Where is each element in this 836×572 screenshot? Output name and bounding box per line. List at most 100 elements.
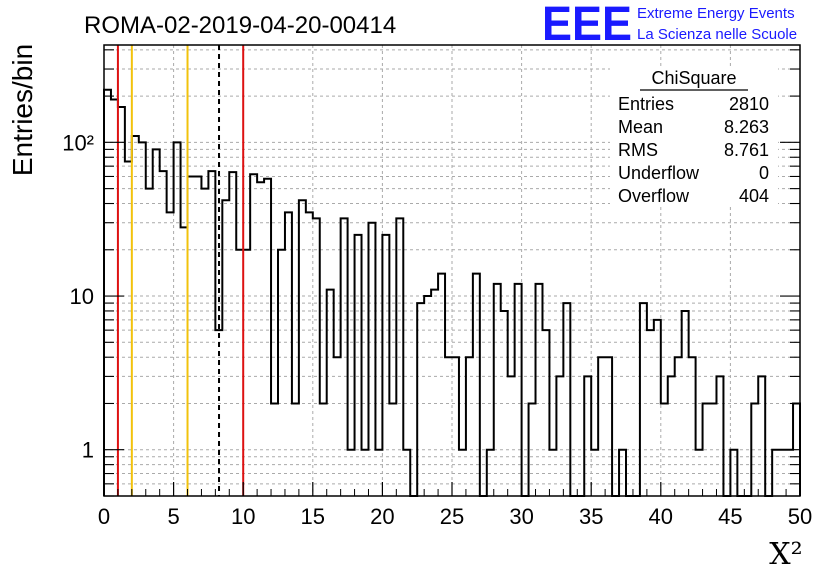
stats-value: 404: [739, 186, 769, 206]
x-tick-label: 30: [509, 504, 533, 529]
histogram-bin: [417, 303, 424, 496]
stats-value: 8.263: [724, 117, 769, 137]
histogram-bin: [285, 212, 292, 496]
histogram-bin: [619, 450, 626, 496]
x-axis-label: X²: [769, 537, 802, 572]
histogram-bin: [487, 450, 494, 496]
x-tick-label: 45: [718, 504, 742, 529]
histogram-bin: [675, 357, 682, 496]
histogram-bin: [515, 284, 522, 496]
histogram-bin: [431, 290, 438, 496]
stats-title: ChiSquare: [651, 68, 736, 88]
stats-value: 8.761: [724, 140, 769, 160]
stats-background: [610, 66, 778, 206]
histogram-bin: [181, 227, 188, 496]
histogram-series: [103, 88, 801, 497]
histogram-bin: [236, 250, 243, 496]
histogram-bin: [661, 403, 668, 496]
logo-mark: EEE: [542, 0, 632, 51]
histogram-bin: [243, 250, 250, 496]
histogram-bin: [591, 450, 598, 496]
histogram-bin: [459, 450, 466, 496]
histogram-bin: [341, 218, 348, 496]
histogram-bin: [710, 403, 717, 496]
histogram-bin: [348, 450, 355, 496]
stats-label: Entries: [618, 94, 674, 114]
histogram-bin: [452, 357, 459, 496]
histogram-bin: [445, 357, 452, 496]
histogram-bin: [508, 376, 515, 496]
histogram-bin: [654, 320, 661, 496]
histogram-bin: [292, 403, 299, 496]
x-tick-label: 35: [579, 504, 603, 529]
histogram-bin: [584, 376, 591, 496]
histogram-bin: [201, 189, 208, 496]
histogram-bin: [696, 450, 703, 496]
histogram-bin: [167, 212, 174, 496]
histogram-bin: [334, 357, 341, 496]
histogram-bin: [682, 311, 689, 496]
histogram-bin: [368, 223, 375, 496]
histogram-bin: [703, 403, 710, 496]
marker-lines: [116, 45, 245, 496]
histogram-bin: [146, 189, 153, 496]
y-tick-label: 10²: [62, 130, 94, 155]
histogram-bin: [403, 450, 410, 496]
x-tick-label: 25: [440, 504, 464, 529]
histogram-bin: [194, 176, 201, 496]
histogram-bin: [438, 274, 445, 496]
histogram-bin: [542, 330, 549, 496]
histogram-bin: [139, 142, 146, 496]
stats-label: RMS: [618, 140, 658, 160]
histogram-outline: [103, 88, 801, 497]
histogram-bin: [125, 162, 132, 496]
logo-line-1: Extreme Energy Events: [637, 5, 795, 22]
histogram-bin: [299, 200, 306, 496]
histogram-bin: [278, 250, 285, 496]
histogram-bin: [751, 403, 758, 496]
histogram-bin: [188, 176, 195, 496]
x-tick-label: 5: [167, 504, 179, 529]
histogram-bin: [716, 376, 723, 496]
histogram-bin: [327, 290, 334, 496]
chart-title: ROMA-02-2019-04-20-00414: [84, 12, 396, 39]
histogram-bin: [494, 284, 501, 496]
histogram-bin: [264, 179, 271, 496]
histogram-bin: [556, 376, 563, 496]
histogram-bin: [563, 303, 570, 496]
histogram-bin: [389, 403, 396, 496]
histogram-bin: [375, 450, 382, 496]
histogram-bin: [229, 172, 236, 496]
stats-label: Mean: [618, 117, 663, 137]
stats-rows: Entries 2810 Mean 8.263 RMS 8.761 Underflow 0 Ov…: [618, 94, 769, 206]
y-tick-label: 1: [82, 438, 94, 463]
histogram-bin: [536, 284, 543, 496]
histogram-bin: [153, 149, 160, 496]
histogram-bin: [647, 330, 654, 496]
histogram-bin: [160, 171, 167, 496]
histogram-bin: [668, 376, 675, 496]
histogram-bin: [549, 450, 556, 496]
stats-value: 2810: [729, 94, 769, 114]
histogram-bin: [222, 200, 229, 496]
histogram-bin: [598, 357, 605, 496]
histogram-bin: [466, 357, 473, 496]
histogram-bin: [396, 218, 403, 496]
histogram-bin: [111, 100, 118, 496]
x-tick-label: 50: [788, 504, 812, 529]
histogram-bin: [174, 142, 181, 496]
x-tick-label: 15: [301, 504, 325, 529]
histogram-bin: [257, 182, 264, 496]
eee-logo: EEE Extreme Energy Events La Scienza nel…: [542, 0, 797, 51]
histogram-bin: [250, 174, 257, 496]
histogram-bin: [640, 303, 647, 496]
x-tick-label: 10: [231, 504, 255, 529]
stats-value: 0: [759, 163, 769, 183]
histogram-bin: [118, 107, 125, 496]
histogram-bin: [779, 450, 786, 496]
y-tick-label: 10: [70, 284, 94, 309]
histogram-bin: [529, 403, 536, 496]
stats-box: ChiSquare Entries 2810 Mean 8.263 RMS 8.761 Un…: [610, 66, 778, 206]
y-axis-label: Entries/bin: [7, 44, 38, 176]
